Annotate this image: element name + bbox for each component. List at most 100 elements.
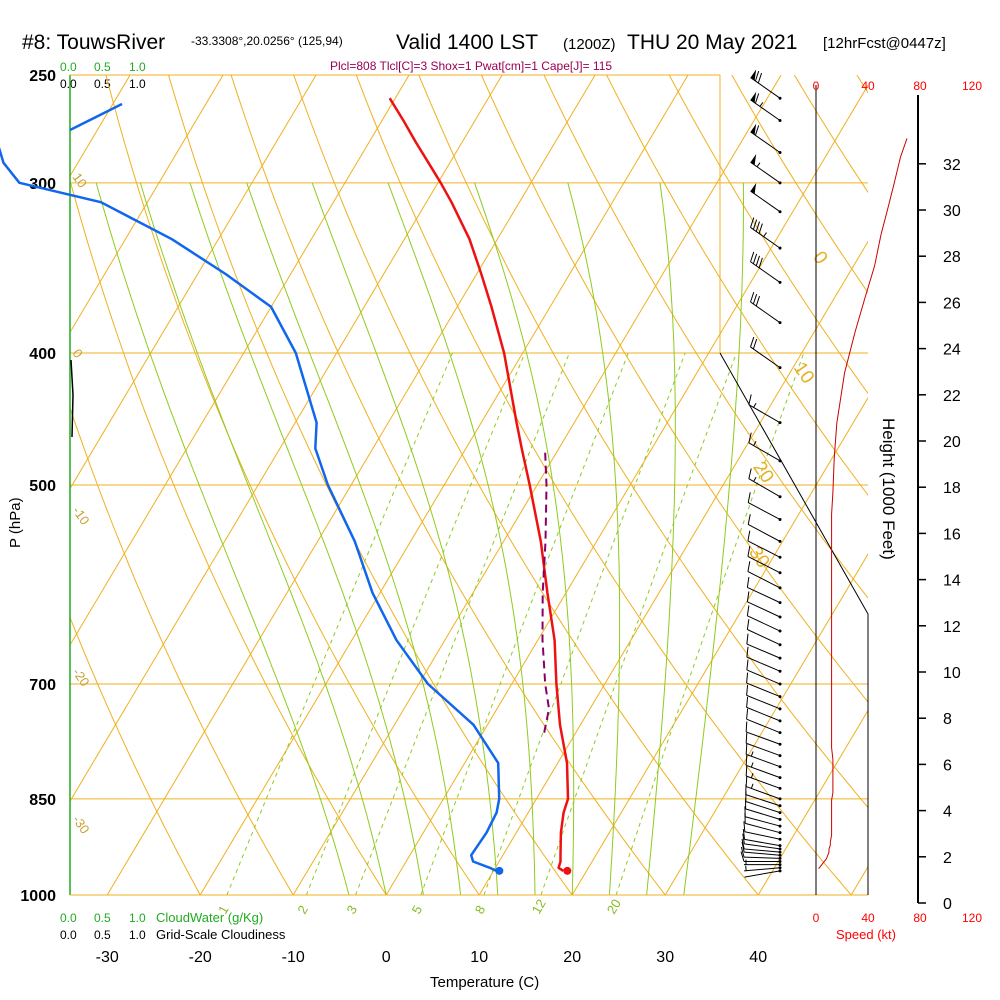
dry-adiabat-line (856, 75, 868, 94)
wind-barb-feather (741, 841, 745, 853)
wind-barb-base (778, 321, 782, 325)
wind-barb (746, 591, 782, 619)
moist-adiabat-line (387, 182, 536, 895)
moist-adiabat-line (646, 182, 676, 895)
wind-barb-base (778, 866, 782, 870)
sounding-indices: Plcl=808 Tlcl[C]=3 Shox=1 Pwat[cm]=1 Cap… (330, 59, 612, 73)
cloudwater-scale-bottom: 0.0 0.5 1.0 CloudWater (g/Kg) (60, 910, 263, 925)
wind-barb-staff (746, 643, 781, 659)
cloudwater-scale-top: 0.0 0.5 1.0 (60, 60, 146, 74)
svg-text:0.5: 0.5 (94, 928, 111, 942)
wind-barb-base (778, 643, 782, 647)
cloudiness-scale-bottom: 0.0 0.5 1.0 Grid-Scale Cloudiness (60, 927, 286, 942)
wind-barb-staff (747, 556, 781, 574)
svg-text:0.0: 0.0 (60, 928, 77, 942)
wind-barb (746, 605, 782, 633)
isotherm-line (70, 75, 410, 646)
height-tick-label: 22 (943, 388, 961, 405)
wind-barb-staff (744, 870, 781, 878)
wind-barb-feather (747, 546, 751, 557)
wind-barb-staff (744, 843, 781, 850)
mixing-ratio-label: 3 (344, 903, 361, 917)
wind-barb (744, 806, 782, 828)
wind-barb-base (778, 831, 782, 835)
wind-barb-staff (747, 601, 781, 618)
wind-barb-staff (747, 524, 781, 542)
wind-barb-feather (745, 732, 748, 744)
wind-barb-base (778, 853, 782, 857)
wind-barb (750, 217, 782, 250)
wind-barb-half-feather (759, 102, 764, 107)
mixing-ratio-line (540, 352, 737, 895)
wind-barb (741, 841, 782, 857)
plot-frame (69, 74, 869, 896)
wind-barb-staff (747, 586, 781, 604)
speed-tick-bottom: 40 (861, 911, 875, 925)
svg-text:0.5: 0.5 (94, 911, 111, 925)
wind-barb-base (778, 151, 782, 155)
wind-barb-base (778, 804, 782, 808)
wind-barb (743, 821, 782, 841)
dry-adiabat-line (70, 616, 201, 895)
wind-barb (750, 182, 782, 214)
wind-barb (744, 812, 782, 835)
wind-barb-staff (748, 404, 781, 424)
wind-barb-feather (752, 293, 758, 305)
wind-barb (745, 798, 782, 821)
speed-axis-title: Speed (kt) (836, 927, 896, 942)
wind-barb-feather (745, 776, 748, 787)
wind-barb-base (778, 682, 782, 686)
moist-adiabat-line (246, 182, 462, 895)
dry-adiabat-line (70, 178, 387, 895)
svg-text:1.0: 1.0 (129, 928, 146, 942)
height-tick-label: 32 (943, 157, 961, 174)
speed-tick-top: 0 (813, 79, 820, 93)
height-tick-label: 0 (943, 896, 952, 913)
dry-adiabat-line (70, 406, 294, 895)
wind-barb-staff (746, 682, 781, 698)
height-tick-label: 30 (943, 203, 961, 220)
wind-barb-flag (750, 91, 757, 103)
wind-barb-feather (750, 336, 755, 348)
pressure-tick-label: 850 (29, 792, 56, 809)
svg-text:1.0: 1.0 (129, 911, 146, 925)
wind-barb (745, 776, 782, 801)
parcel-path (541, 448, 550, 733)
wind-barb-feather (748, 432, 752, 443)
wind-barb-staff (744, 851, 781, 856)
height-tick-label: 12 (943, 619, 961, 636)
pressure-tick-label: 300 (29, 176, 56, 193)
wind-barb-base (778, 366, 782, 370)
wind-barb (748, 394, 782, 425)
wind-barb (750, 69, 782, 100)
height-tick-label: 28 (943, 249, 961, 266)
wind-barb-staff (745, 822, 781, 834)
wind-barb (748, 468, 782, 499)
wind-barb-staff (745, 801, 781, 814)
isotherm-line (385, 84, 868, 895)
wind-barb-base (778, 707, 782, 711)
moist-adiabat-line (311, 182, 499, 895)
temperature-tick-label: 30 (656, 949, 674, 966)
dry-adiabat-line (480, 75, 868, 703)
wind-barb-half-feather (750, 783, 754, 789)
forecast-label: [12hrFcst@0447z] (823, 35, 946, 52)
wind-barb-base (778, 459, 782, 463)
wind-barb-half-feather (753, 476, 757, 482)
wind-barb-staff (750, 227, 781, 249)
wind-barb-base (778, 119, 782, 123)
wind-barb (747, 514, 782, 543)
mixing-ratio-label: 5 (409, 903, 426, 917)
isotherm-line (478, 240, 868, 895)
mixing-ratio-line (483, 352, 686, 895)
dry-adiabats (70, 75, 868, 895)
wind-barb-half-feather (753, 441, 757, 446)
wind-barb (742, 829, 782, 848)
wind-barb-staff (746, 742, 781, 757)
wind-barb (742, 833, 782, 851)
x-axis-title: Temperature (C) (430, 974, 539, 991)
mixing-ratio-line (305, 352, 526, 895)
moist-adiabat-line (683, 182, 745, 895)
